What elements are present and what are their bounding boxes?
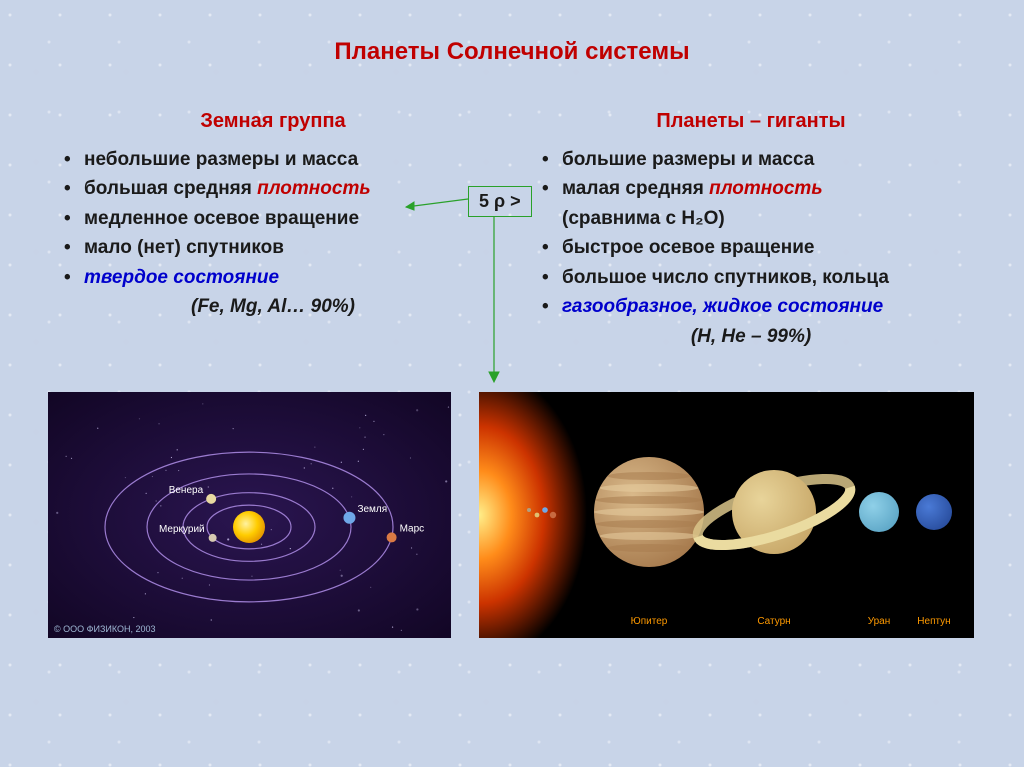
list-item: большое число спутников, кольца — [536, 263, 976, 292]
svg-text:Юпитер: Юпитер — [631, 616, 668, 627]
giants-composition: (H, He – 99%) — [526, 326, 976, 348]
giants-group-column: Планеты – гиганты большие размеры и масс… — [526, 110, 976, 348]
arrow-down — [484, 216, 504, 384]
images-row: Меркурий Венера Земля Марс © ООО ФИЗИКОН, 2… — [48, 392, 976, 638]
list-item: малая средняя плотность(сравнима с H₂O) — [536, 174, 976, 233]
giants-image: Юпитер Сатурн Уран Нептун — [479, 392, 974, 638]
content-columns: Земная группа небольшие размеры и масса … — [48, 110, 976, 348]
terrestrial-composition: (Fe, Mg, Al… 90%) — [48, 296, 498, 318]
terrestrial-image: Меркурий Венера Земля Марс © ООО ФИЗИКОН, 2… — [48, 392, 451, 638]
giants-list: большие размеры и масса малая средняя пл… — [526, 145, 976, 322]
svg-text:Земля: Земля — [357, 503, 387, 514]
arrow-to-terrestrial — [402, 195, 468, 213]
svg-text:Меркурий: Меркурий — [159, 524, 205, 535]
list-item: мало (нет) спутников — [58, 233, 498, 262]
list-item: небольшие размеры и масса — [58, 145, 498, 174]
svg-text:Уран: Уран — [868, 616, 891, 627]
terrestrial-list: небольшие размеры и масса большая средня… — [48, 145, 498, 292]
giants-diagram-svg: Юпитер Сатурн Уран Нептун — [479, 392, 974, 638]
svg-text:Сатурн: Сатурн — [757, 616, 790, 627]
giants-heading: Планеты – гиганты — [526, 110, 976, 133]
orbit-diagram-svg: Меркурий Венера Земля Марс © ООО ФИЗИКОН, 2… — [48, 392, 451, 638]
list-item: быстрое осевое вращение — [536, 233, 976, 262]
list-item: газообразное, жидкое состояние — [536, 292, 976, 321]
density-ratio-box: 5 ρ > — [468, 186, 532, 217]
page-title: Планеты Солнечной системы — [48, 38, 976, 66]
svg-text:Венера: Венера — [169, 485, 204, 496]
list-item: твердое состояние — [58, 263, 498, 292]
copyright-text: © ООО ФИЗИКОН, 2003 — [54, 624, 156, 634]
list-item: большие размеры и масса — [536, 145, 976, 174]
svg-text:Марс: Марс — [400, 523, 425, 534]
terrestrial-group-column: Земная группа небольшие размеры и масса … — [48, 110, 498, 318]
terrestrial-heading: Земная группа — [48, 110, 498, 133]
svg-text:Нептун: Нептун — [917, 616, 950, 627]
